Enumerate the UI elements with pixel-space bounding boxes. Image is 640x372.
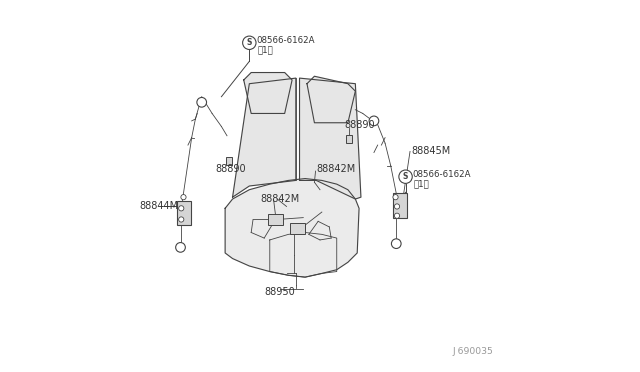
Circle shape <box>394 213 399 218</box>
Bar <box>346 135 353 143</box>
Text: 88890: 88890 <box>344 120 375 129</box>
Text: 88842M: 88842M <box>316 164 356 174</box>
Circle shape <box>179 206 184 211</box>
Polygon shape <box>300 78 361 199</box>
Polygon shape <box>307 76 355 123</box>
Text: 88842M: 88842M <box>260 194 300 204</box>
Text: 88950: 88950 <box>265 287 296 297</box>
Text: （1）: （1） <box>257 46 273 55</box>
Circle shape <box>181 195 186 200</box>
Circle shape <box>394 204 399 209</box>
Text: （1）: （1） <box>413 180 429 189</box>
Circle shape <box>369 116 379 126</box>
Text: 88844M: 88844M <box>140 202 179 211</box>
Polygon shape <box>225 179 359 277</box>
Circle shape <box>179 217 184 222</box>
Text: 08566-6162A: 08566-6162A <box>256 36 314 45</box>
Text: 08566-6162A: 08566-6162A <box>412 170 471 179</box>
Circle shape <box>399 170 412 183</box>
Circle shape <box>243 36 256 49</box>
Text: 88890: 88890 <box>216 164 246 174</box>
Polygon shape <box>232 78 296 197</box>
Circle shape <box>393 195 398 200</box>
Bar <box>291 223 305 234</box>
Text: S: S <box>403 172 408 181</box>
Bar <box>225 157 232 165</box>
Bar <box>392 193 406 218</box>
Circle shape <box>175 243 186 252</box>
Circle shape <box>392 239 401 248</box>
Text: J 690035: J 690035 <box>452 347 493 356</box>
Text: S: S <box>246 38 252 47</box>
Circle shape <box>197 97 207 107</box>
Bar <box>177 201 191 225</box>
Polygon shape <box>244 73 292 113</box>
Text: 88845M: 88845M <box>411 146 451 155</box>
Bar <box>268 214 283 225</box>
